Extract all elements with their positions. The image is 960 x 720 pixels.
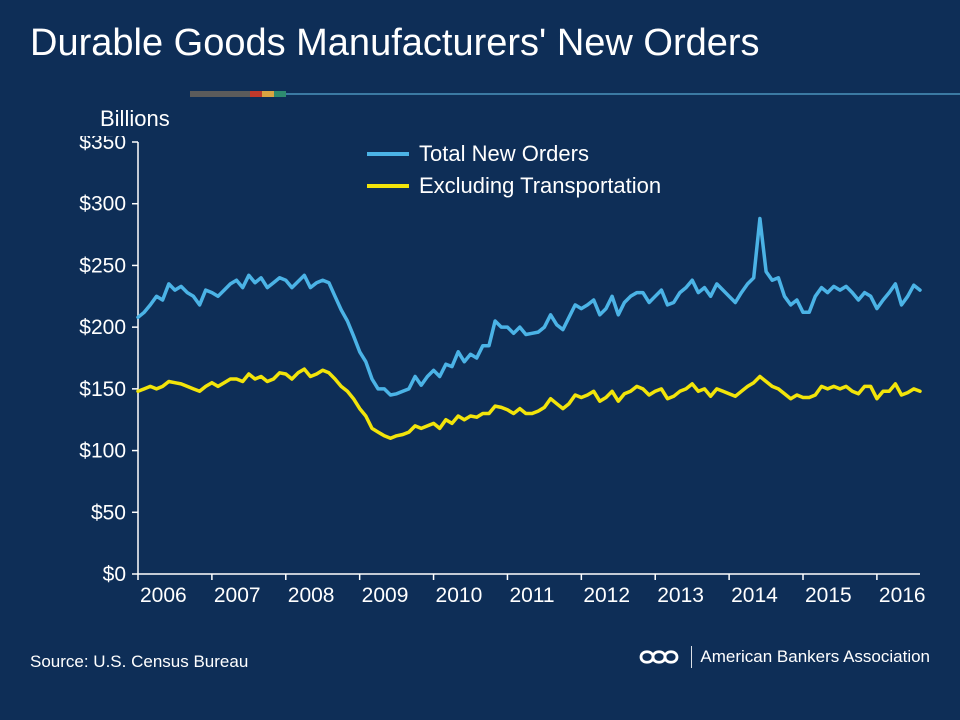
legend: Total New Orders Excluding Transportation bbox=[367, 141, 661, 198]
svg-text:$350: $350 bbox=[79, 136, 126, 154]
decorative-rule bbox=[0, 91, 960, 97]
svg-text:Total New Orders: Total New Orders bbox=[419, 141, 589, 166]
series-total-new-orders bbox=[138, 219, 920, 396]
svg-text:2016: 2016 bbox=[879, 584, 926, 607]
svg-text:$0: $0 bbox=[103, 563, 126, 586]
svg-text:$150: $150 bbox=[79, 378, 126, 401]
svg-text:$50: $50 bbox=[91, 501, 126, 524]
svg-text:2012: 2012 bbox=[583, 584, 630, 607]
y-axis-title: Billions bbox=[100, 106, 170, 132]
series-excluding-transportation bbox=[138, 369, 920, 438]
svg-text:2008: 2008 bbox=[288, 584, 335, 607]
svg-text:$250: $250 bbox=[79, 254, 126, 277]
svg-text:2014: 2014 bbox=[731, 584, 778, 607]
line-chart: $0 $50 $100 $150 $200 $250 $300 $350 2006 2007 200… bbox=[60, 136, 930, 616]
page-title: Durable Goods Manufacturers' New Orders bbox=[30, 22, 930, 65]
svg-text:$300: $300 bbox=[79, 193, 126, 216]
source-text: Source: U.S. Census Bureau bbox=[30, 652, 248, 672]
brand-footer: American Bankers Association bbox=[635, 644, 930, 670]
brand-text: American Bankers Association bbox=[700, 647, 930, 667]
svg-text:2007: 2007 bbox=[214, 584, 261, 607]
svg-text:2013: 2013 bbox=[657, 584, 704, 607]
svg-text:2011: 2011 bbox=[509, 584, 554, 607]
svg-text:2015: 2015 bbox=[805, 584, 852, 607]
svg-text:2006: 2006 bbox=[140, 584, 187, 607]
svg-text:2009: 2009 bbox=[362, 584, 409, 607]
svg-text:$200: $200 bbox=[79, 316, 126, 339]
brand-logo-icon bbox=[635, 644, 683, 670]
svg-text:Excluding Transportation: Excluding Transportation bbox=[419, 173, 661, 198]
svg-text:$100: $100 bbox=[79, 440, 126, 463]
svg-text:2010: 2010 bbox=[436, 584, 483, 607]
